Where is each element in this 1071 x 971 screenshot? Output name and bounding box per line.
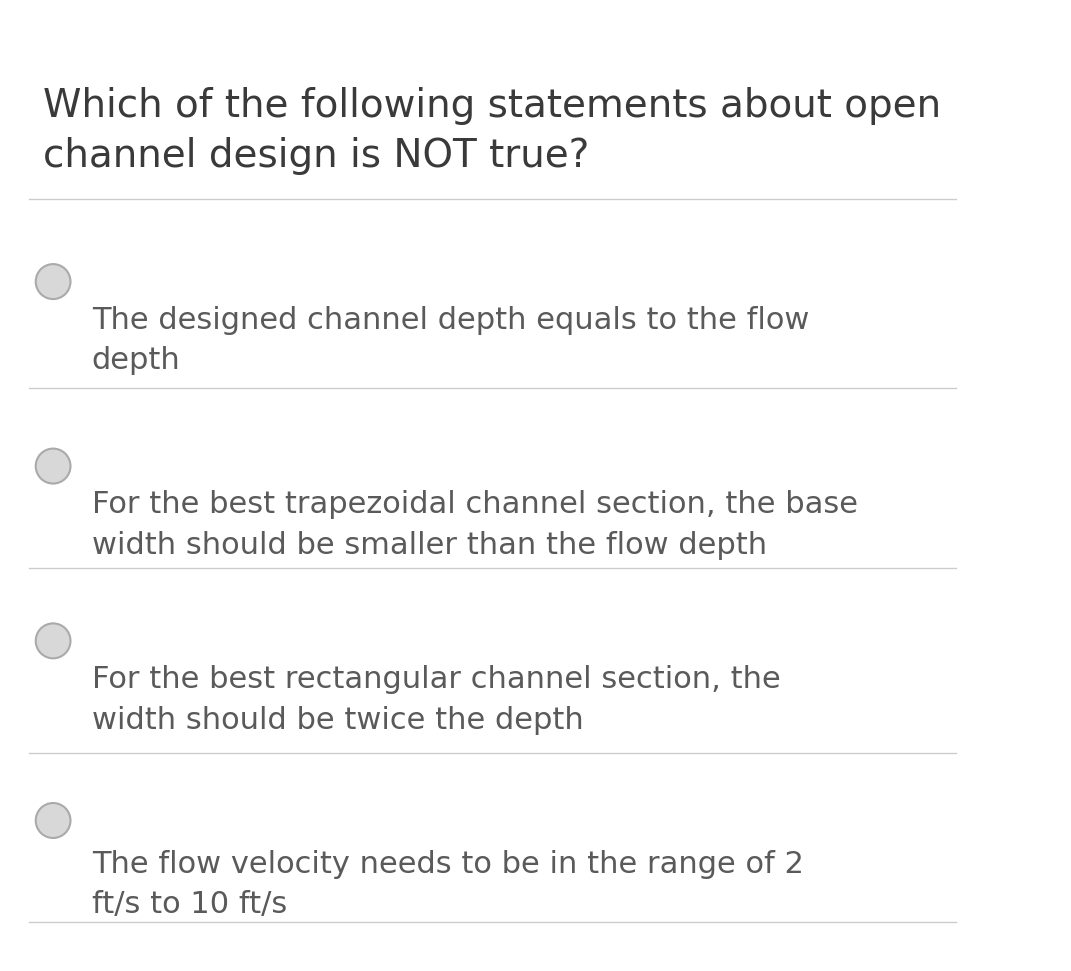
Text: For the best rectangular channel section, the
width should be twice the depth: For the best rectangular channel section…	[92, 665, 781, 735]
Text: The designed channel depth equals to the flow
depth: The designed channel depth equals to the…	[92, 306, 809, 376]
Circle shape	[35, 264, 71, 299]
Text: The flow velocity needs to be in the range of 2
ft/s to 10 ft/s: The flow velocity needs to be in the ran…	[92, 850, 803, 920]
Circle shape	[35, 803, 71, 838]
Text: For the best trapezoidal channel section, the base
width should be smaller than : For the best trapezoidal channel section…	[92, 490, 858, 560]
Circle shape	[35, 623, 71, 658]
Text: Which of the following statements about open
channel design is NOT true?: Which of the following statements about …	[44, 87, 941, 176]
Circle shape	[35, 449, 71, 484]
